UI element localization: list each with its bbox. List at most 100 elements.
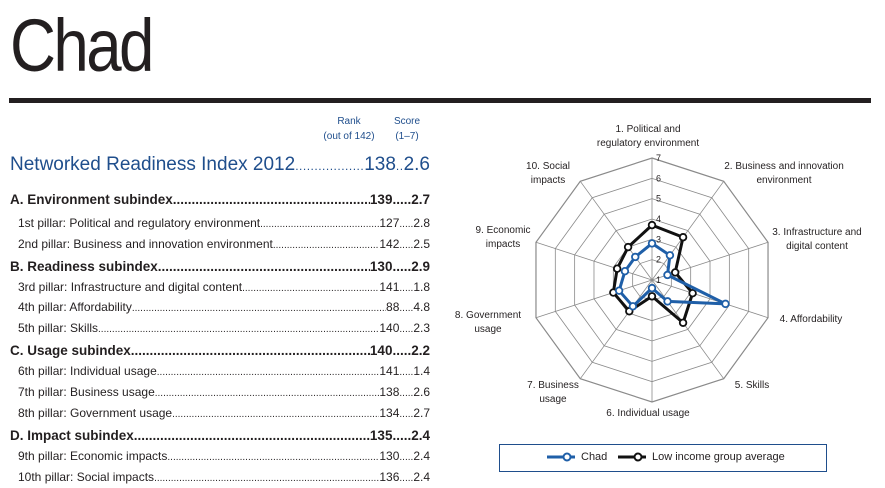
row-rank: 134: [379, 406, 400, 420]
axis-label: impacts: [486, 239, 520, 250]
row-label: 10th pillar: Social impacts: [18, 470, 155, 484]
row-score: 1.4: [413, 364, 430, 378]
series-point-low-income: [678, 233, 688, 242]
row-label: C. Usage subindex: [10, 343, 131, 358]
row-score: 2.4: [411, 428, 430, 443]
row-rank: 142: [379, 237, 400, 251]
row-rank: 130: [369, 259, 393, 274]
series-point-low-income: [647, 220, 657, 230]
tick-label: 5: [656, 194, 661, 204]
leader-dots-short: .....: [392, 428, 412, 443]
leader-dots-short: .....: [399, 283, 414, 294]
axis-label: 6. Individual usage: [606, 408, 690, 419]
row-label: D. Impact subindex: [10, 428, 134, 443]
rank-column-header: Rank (out of 142): [316, 114, 382, 144]
axis-spoke: [651, 279, 725, 379]
rank-header-label: Rank: [337, 116, 361, 127]
row-rank: 139: [369, 192, 393, 207]
leader-dots-short: .....: [392, 192, 412, 207]
row-score: 2.7: [411, 192, 430, 207]
axis-label: regulatory environment: [597, 138, 699, 149]
axis-label: 5. Skills: [735, 380, 769, 391]
pillar-row: 5th pillar: Skills 140.....2.3: [10, 321, 430, 335]
row-score: 2.4: [413, 449, 430, 463]
leader-dots-short: .....: [399, 409, 414, 420]
legend-label-chad: Chad: [581, 451, 608, 463]
pillar-row: 4th pillar: Affordability 88.....4.8: [10, 300, 430, 314]
legend-item-low-income: Low income group average: [618, 451, 785, 463]
legend-label-low-income: Low income group average: [652, 451, 785, 463]
score-header-label: Score: [393, 116, 421, 127]
row-label: 8th pillar: Government usage: [18, 406, 173, 420]
axis-label: digital content: [786, 241, 848, 252]
leader-dots-short: .....: [392, 259, 412, 274]
leader-dots-short: ..: [395, 159, 404, 173]
leader-dots-short: .....: [399, 303, 414, 314]
axis-spoke: [651, 279, 769, 319]
row-label: 3rd pillar: Infrastructure and digital c…: [18, 280, 243, 294]
row-score: 1.8: [413, 280, 430, 294]
legend-item-chad: Chad: [547, 451, 607, 463]
row-rank: 141: [379, 364, 400, 378]
rank-header-sub: (out of 142): [323, 131, 375, 142]
series-point-chad: [721, 299, 730, 309]
axis-label: 9. Economic: [475, 225, 530, 236]
row-label: 7th pillar: Business usage: [18, 385, 155, 399]
subindex-row: B. Readiness subindex 130.....2.9: [10, 259, 430, 274]
row-label: 1st pillar: Political and regulatory env…: [18, 216, 261, 230]
series-point-low-income: [647, 292, 657, 301]
row-rank: 141: [379, 280, 400, 294]
score-header-sub: (1–7): [395, 131, 419, 142]
series-point-chad: [665, 251, 675, 260]
row-label: 9th pillar: Economic impacts: [18, 449, 168, 463]
pillar-row: 2nd pillar: Business and innovation envi…: [10, 237, 430, 251]
axis-label: 2. Business and innovation: [724, 161, 844, 172]
axis-label: 3. Infrastructure and: [772, 227, 862, 238]
pillar-row: 10th pillar: Social impacts 136.....2.4: [10, 470, 430, 484]
row-rank: 130: [379, 449, 400, 463]
axis-spoke: [579, 279, 653, 379]
pillar-row: 9th pillar: Economic impacts 130.....2.4: [10, 449, 430, 463]
series-point-low-income: [612, 264, 622, 273]
legend-marker-low-income: [618, 452, 646, 462]
series-point-low-income: [623, 242, 633, 252]
series-point-low-income: [688, 288, 697, 298]
series-point-chad: [647, 283, 657, 293]
pillar-row: 6th pillar: Individual usage 141.....1.4: [10, 364, 430, 378]
series-point-chad: [620, 267, 630, 276]
pillar-row: 1st pillar: Political and regulatory env…: [10, 216, 430, 230]
country-title: Chad: [10, 4, 154, 87]
row-label: 4th pillar: Affordability: [18, 300, 132, 314]
pillar-row: 7th pillar: Business usage 138.....2.6: [10, 385, 430, 399]
series-point-chad: [647, 239, 657, 248]
subindex-row: C. Usage subindex 140.....2.2: [10, 343, 430, 358]
tick-label: 3: [656, 234, 661, 244]
axis-label: 4. Affordability: [780, 314, 843, 325]
title-rule: [9, 98, 871, 103]
series-point-low-income: [671, 268, 680, 277]
legend-marker-chad: [547, 452, 575, 462]
series-point-low-income: [678, 318, 688, 327]
axis-spoke: [535, 241, 653, 281]
axis-label: environment: [756, 175, 811, 186]
row-rank: 88: [386, 300, 400, 314]
pillar-row: 8th pillar: Government usage 134.....2.7: [10, 406, 430, 420]
row-score: 2.2: [411, 343, 430, 358]
tick-label: 2: [656, 255, 661, 265]
row-score: 2.3: [413, 321, 430, 335]
row-rank: 138: [379, 385, 400, 399]
nri-rank: 138: [364, 154, 396, 175]
row-rank: 127: [379, 216, 400, 230]
series-point-chad: [663, 297, 672, 306]
row-score: 2.6: [413, 385, 430, 399]
nri-score: 2.6: [403, 154, 430, 175]
series-point-chad: [663, 270, 672, 280]
tick-label: 4: [656, 214, 661, 224]
tick-label: 6: [656, 173, 661, 183]
row-rank: 140: [369, 343, 393, 358]
row-score: 2.5: [413, 237, 430, 251]
axis-label: 1. Political and: [615, 124, 680, 135]
row-rank: 140: [379, 321, 400, 335]
tick-label: 1: [656, 275, 661, 285]
